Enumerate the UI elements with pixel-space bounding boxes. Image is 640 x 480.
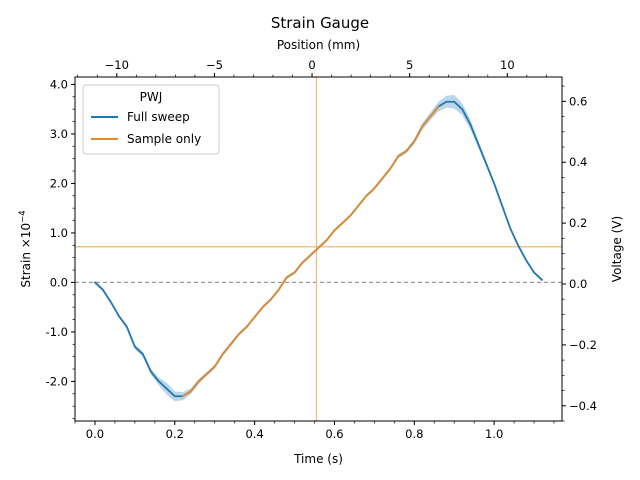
legend-entry-full-sweep: Full sweep — [127, 110, 190, 124]
y-axis-label: Strain ×10−4 — [18, 210, 33, 287]
y-axis-label-exponent: −4 — [18, 210, 28, 223]
right-y-axis-tick-label-0: −0.4 — [569, 399, 597, 413]
top-x-axis-tick-label-2: 0 — [308, 58, 315, 72]
y-axis-tick-label-2: 0.0 — [50, 275, 68, 289]
plot-frame — [74, 76, 563, 422]
right-y-axis-label: Voltage (V) — [610, 216, 624, 282]
x-axis-label: Time (s) — [293, 452, 343, 466]
x-axis-tick-label-4: 0.8 — [405, 427, 423, 441]
legend-title: PWJ — [140, 90, 163, 104]
y-axis-tick-label-1: -1.0 — [46, 325, 68, 339]
x-axis-tick-label-1: 0.2 — [166, 427, 184, 441]
legend-box — [82, 84, 220, 155]
top-x-axis-tick-label-4: 10 — [500, 58, 515, 72]
plot-area — [74, 76, 563, 422]
y-axis-tick-label-6: 4.0 — [50, 77, 68, 91]
y-axis-tick-label-5: 3.0 — [50, 127, 68, 141]
y-axis-label-base: Strain ×10 — [19, 223, 33, 288]
y-axis-tick-label-4: 2.0 — [50, 176, 68, 190]
legend: PWJ Full sweep Sample only — [82, 84, 220, 155]
y-axis-tick-label-0: -2.0 — [46, 374, 68, 388]
left-y-axis: -2.0 -1.0 0.0 1.0 2.0 3.0 4.0 — [46, 77, 75, 419]
top-x-axis-label: Position (mm) — [277, 38, 360, 52]
legend-entry-sample-only: Sample only — [127, 132, 201, 146]
right-y-axis-tick-label-4: 0.4 — [569, 155, 587, 169]
right-y-axis-tick-label-3: 0.2 — [569, 216, 587, 230]
series-lines — [94, 100, 543, 398]
x-axis-tick-label-3: 0.6 — [325, 427, 343, 441]
bottom-x-axis: 0.0 0.2 0.4 0.6 0.8 1.0 — [74, 421, 555, 441]
x-axis-tick-label-2: 0.4 — [245, 427, 263, 441]
right-y-axis-tick-label-1: −0.2 — [569, 338, 597, 352]
x-axis-tick-label-0: 0.0 — [86, 427, 104, 441]
right-y-axis-tick-label-5: 0.6 — [569, 94, 587, 108]
series-line-sample-only — [181, 105, 440, 398]
chart-title: Strain Gauge — [271, 14, 369, 32]
right-y-axis: −0.4 −0.2 0.0 0.2 0.4 0.6 — [562, 85, 597, 422]
top-x-axis-tick-label-1: −5 — [206, 58, 223, 72]
top-x-axis-tick-label-3: 5 — [406, 58, 413, 72]
top-x-axis-tick-label-0: −10 — [105, 58, 129, 72]
x-axis-tick-label-5: 1.0 — [485, 427, 503, 441]
right-y-axis-tick-label-2: 0.0 — [569, 277, 587, 291]
top-x-axis: −10 −5 0 5 10 — [77, 58, 547, 77]
y-axis-tick-label-3: 1.0 — [50, 226, 68, 240]
